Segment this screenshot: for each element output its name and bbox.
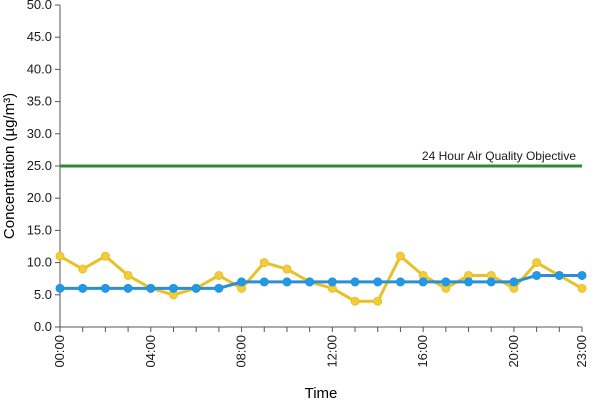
series-2-point bbox=[554, 270, 564, 280]
series-1 bbox=[55, 251, 587, 306]
series-1-line bbox=[59, 254, 583, 303]
series-2-point bbox=[509, 277, 519, 287]
series-2-point bbox=[532, 270, 542, 280]
series-2-point bbox=[395, 277, 405, 287]
x-tick-label: 12:00 bbox=[324, 335, 339, 368]
x-tick-label: 16:00 bbox=[415, 335, 430, 368]
series-2-point bbox=[577, 270, 587, 280]
series-1-point bbox=[282, 264, 292, 274]
series-2-point bbox=[327, 277, 337, 287]
chart-axes: 0.0 5.0 10.0 15.0 20.0 25.0 30.0 35.0 40.0 45.0 50… bbox=[27, 0, 589, 368]
y-tick-label: 5.0 bbox=[34, 287, 52, 302]
series-1-point bbox=[214, 270, 224, 280]
x-tick-label: 00:00 bbox=[52, 335, 67, 368]
series-2-point bbox=[100, 283, 110, 293]
series-2-point bbox=[191, 283, 201, 293]
y-tick-label: 30.0 bbox=[27, 126, 52, 141]
y-tick-label: 50.0 bbox=[27, 0, 52, 12]
series-1-point bbox=[259, 258, 269, 268]
series-2-point bbox=[305, 277, 315, 287]
series-2-point bbox=[237, 277, 247, 287]
series-2 bbox=[55, 270, 587, 293]
series-1-point bbox=[395, 251, 405, 261]
series-1-point bbox=[373, 296, 383, 306]
series-2-point bbox=[214, 283, 224, 293]
y-tick-label: 25.0 bbox=[27, 158, 52, 173]
y-tick-label: 40.0 bbox=[27, 61, 52, 76]
reference-line-group: 24 Hour Air Quality Objective bbox=[60, 149, 582, 168]
series-1-point bbox=[78, 264, 88, 274]
x-tick-label: 04:00 bbox=[143, 335, 158, 368]
series-1-point bbox=[577, 283, 587, 293]
series-2-point bbox=[146, 283, 156, 293]
series-2-point bbox=[123, 283, 133, 293]
series-2-point bbox=[464, 277, 474, 287]
y-tick-label: 35.0 bbox=[27, 94, 52, 109]
y-tick-label: 10.0 bbox=[27, 255, 52, 270]
series-2-point bbox=[441, 277, 451, 287]
x-tick-label: 08:00 bbox=[234, 335, 249, 368]
series-2-point bbox=[168, 283, 178, 293]
series-1-point bbox=[123, 270, 133, 280]
series-1-point bbox=[532, 258, 542, 268]
series-2-point bbox=[78, 283, 88, 293]
x-tick-label: 20:00 bbox=[506, 335, 521, 368]
series-2-point bbox=[418, 277, 428, 287]
series-2-point bbox=[486, 277, 496, 287]
x-tick-label: 23:00 bbox=[574, 335, 589, 368]
y-tick-label: 15.0 bbox=[27, 222, 52, 237]
series-2-point bbox=[259, 277, 269, 287]
series-2-point bbox=[55, 283, 65, 293]
y-axis-title: Concentration (µg/m³) bbox=[1, 93, 18, 239]
series-group bbox=[55, 251, 587, 306]
series-2-point bbox=[350, 277, 360, 287]
series-2-point bbox=[373, 277, 383, 287]
series-1-point bbox=[55, 251, 65, 261]
series-1-point bbox=[350, 296, 360, 306]
y-tick-label: 20.0 bbox=[27, 190, 52, 205]
y-tick-label: 0.0 bbox=[34, 319, 52, 334]
x-axis-title: Time bbox=[305, 385, 338, 400]
series-2-point bbox=[282, 277, 292, 287]
air-quality-objective-label: 24 Hour Air Quality Objective bbox=[422, 149, 576, 163]
series-1-point bbox=[100, 251, 110, 261]
y-tick-label: 45.0 bbox=[27, 29, 52, 44]
